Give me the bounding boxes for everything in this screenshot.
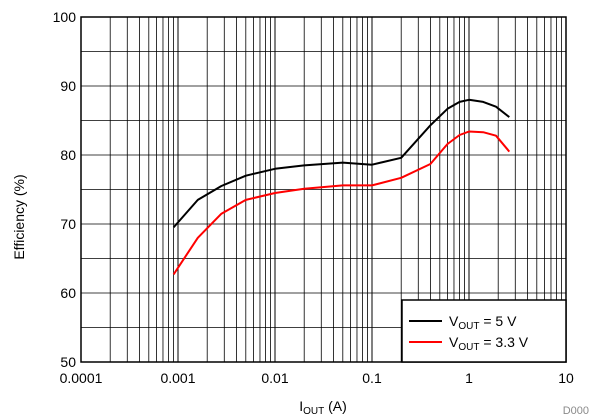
y-tick-label: 70 [60, 216, 76, 232]
y-tick-label: 100 [53, 9, 77, 25]
y-tick-label: 80 [60, 147, 76, 163]
y-axis-title: Efficiency (%) [11, 174, 27, 259]
legend-label-rest: = 3.3 V [479, 334, 528, 350]
legend-label-rest: = 5 V [479, 313, 517, 329]
y-tick-label: 50 [60, 354, 76, 370]
legend-label-main: V [449, 334, 459, 350]
x-axis-title-unit: (A) [324, 398, 347, 414]
x-tick-label: 0.001 [160, 370, 195, 386]
x-tick-label: 0.0001 [60, 370, 103, 386]
legend-label-main: V [449, 313, 459, 329]
figure-id: D000 [563, 405, 589, 417]
x-tick-label: 0.01 [261, 370, 288, 386]
series-lines [172, 98, 511, 275]
legend-label-2: VOUT = 3.3 V [449, 334, 529, 353]
series-line-2 [172, 130, 511, 275]
x-axis-title: IOUT (A) [299, 398, 347, 417]
x-tick-label: 0.1 [362, 370, 382, 386]
y-tick-label: 90 [60, 78, 76, 94]
y-tick-label: 60 [60, 285, 76, 301]
legend-label-subscript: OUT [458, 342, 479, 353]
legend-label-subscript: OUT [458, 321, 479, 332]
legend-label-1: VOUT = 5 V [449, 313, 517, 332]
legend-box [401, 299, 567, 363]
x-axis-title-subscript: OUT [303, 406, 324, 417]
plot-frame [80, 16, 567, 363]
x-tick-label: 10 [558, 370, 574, 386]
x-axis-title-main: I [299, 398, 303, 414]
tick-labels: 0.0001 0.001 0.01 0.1 1 10 50 60 70 80 90 100 [53, 9, 574, 386]
series-line-1 [172, 98, 510, 229]
x-tick-label: 1 [465, 370, 473, 386]
